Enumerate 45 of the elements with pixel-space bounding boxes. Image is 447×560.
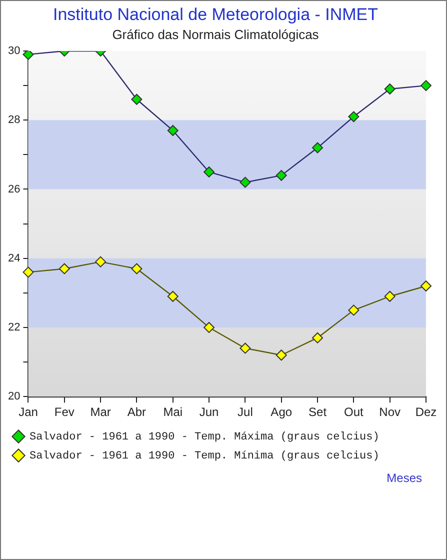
x-tick-label: Nov (379, 405, 401, 420)
point (204, 166, 215, 178)
y-tick-label: 30 (8, 45, 20, 58)
y-tick-label: 24 (8, 252, 20, 264)
point (58, 263, 70, 274)
x-tick-label: Set (308, 405, 328, 420)
point (384, 84, 396, 95)
chart-subtitle: Gráfico das Normais Climatológicas (112, 26, 320, 42)
point (131, 263, 142, 274)
point (240, 342, 251, 354)
point (167, 290, 178, 302)
y-tick-label: 26 (8, 183, 20, 196)
point (420, 80, 432, 92)
point (22, 266, 34, 278)
x-tick-label: Jul (238, 405, 253, 420)
x-tick-label: Ago (270, 405, 292, 420)
point (276, 170, 287, 181)
point (312, 142, 324, 154)
point (312, 332, 324, 344)
point (348, 304, 360, 316)
x-tick-label: Mar (90, 405, 111, 420)
point (167, 124, 178, 136)
point (276, 350, 287, 361)
point (240, 176, 251, 188)
legend-label: Salvador - 1961 a 1990 - Temp. Mínima (graus celcius) (30, 450, 380, 462)
legend-label: Salvador - 1961 a 1990 - Temp. Máxima (graus celcius) (30, 431, 380, 444)
y-tick-label: 22 (8, 322, 20, 334)
point (348, 111, 360, 122)
point (131, 94, 142, 105)
x-tick-label: Dez (415, 405, 437, 420)
x-tick-label: Mai (163, 405, 183, 420)
point (384, 290, 396, 302)
x-tick-label: Jun (199, 405, 219, 420)
point (95, 256, 106, 268)
point (204, 322, 215, 333)
y-tick-label: 28 (8, 114, 20, 126)
x-tick-label: Abr (127, 405, 146, 420)
y-tick-label: 20 (8, 390, 20, 403)
point (420, 280, 432, 292)
point (22, 51, 34, 60)
x-tick-label: Out (344, 405, 364, 420)
x-tick-label: Jan (18, 405, 38, 420)
x-axis-title: Meses (386, 471, 422, 485)
chart-title: Instituto Nacional de Meteorologia - INMET (52, 4, 378, 24)
x-tick-label: Fev (54, 405, 74, 420)
